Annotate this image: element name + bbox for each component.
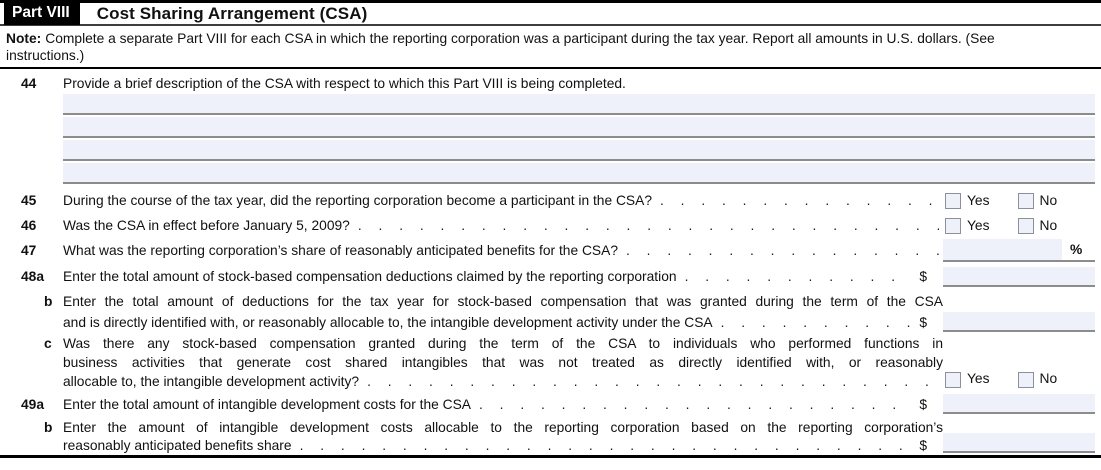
top-rule <box>0 0 1101 3</box>
dot-leader: . . . . . . . . . . . . . . . . . . . . … <box>626 243 939 258</box>
question-number: 46 <box>21 218 37 233</box>
q47-answer-area: % <box>943 239 1095 262</box>
q48c-no-checkbox[interactable] <box>1017 371 1034 388</box>
dot-leader: . . . . . . . . . . . . . . . . . . . . … <box>367 373 939 389</box>
q46-no-checkbox[interactable] <box>1017 217 1034 234</box>
question-45-row: 45 During the course of the tax year, di… <box>0 188 1095 213</box>
question-49b-text-line1: Enter the amount of intangible developme… <box>63 420 943 435</box>
question-49b-row: b Enter the amount of intangible develop… <box>0 417 1095 455</box>
question-number: b <box>44 294 53 309</box>
note-label: Note: <box>6 31 42 46</box>
question-48a-text: Enter the total amount of stock-based co… <box>63 269 677 284</box>
part-title: Cost Sharing Arrangement (CSA) <box>96 3 368 23</box>
question-48a-row: 48a Enter the total amount of stock-base… <box>0 263 1095 290</box>
q48c-no-label: No <box>1039 371 1058 387</box>
q46-no-label: No <box>1039 218 1058 233</box>
dot-leader: . . . . . . . . . . . . . . . . . . . . … <box>357 218 939 233</box>
csa-description-input-3[interactable] <box>63 140 1095 161</box>
question-number: 45 <box>21 193 37 208</box>
instruction-note: Note: Complete a separate Part VIII for e… <box>0 26 1101 69</box>
q45-no-checkbox[interactable] <box>1017 192 1034 209</box>
question-49a-row: 49a Enter the total amount of intangible… <box>0 391 1095 417</box>
question-48b-text-line2: and is directly identified with, or reas… <box>63 315 713 330</box>
question-48b-text-line1: Enter the total amount of deductions for… <box>63 294 943 309</box>
dot-leader: . . . . . . . . . . . . . . . . . . . . … <box>720 315 912 330</box>
question-47-text: What was the reporting corporation’s sha… <box>63 243 619 258</box>
dot-leader: . . . . . . . . . . . . . . . . . . . . … <box>299 438 912 453</box>
q49b-amount-input[interactable] <box>943 433 1095 453</box>
question-46-text: Was the CSA in effect before January 5, … <box>63 218 350 233</box>
q47-percent-input[interactable] <box>943 239 1062 260</box>
q45-yes-checkbox[interactable] <box>945 192 961 209</box>
question-45-text: During the course of the tax year, did t… <box>63 193 653 208</box>
csa-description-input-2[interactable] <box>63 117 1095 138</box>
q48b-amount-input[interactable] <box>943 312 1095 332</box>
part-header: Part VIII Cost Sharing Arrangement (CSA) <box>0 2 1101 26</box>
question-48c-text-line1: Was there any stock-based compensation g… <box>63 336 943 351</box>
dollar-sign: $ <box>919 315 927 330</box>
q45-yes-no-group: Yes No <box>943 192 1095 209</box>
dollar-sign: $ <box>919 269 927 284</box>
question-46-row: 46 Was the CSA in effect before January … <box>0 213 1095 238</box>
question-48c-row: c Was there any stock-based compensation… <box>0 334 1095 391</box>
question-48c-text-line2: business activities that generate cost s… <box>63 354 943 370</box>
q46-yes-label: Yes <box>967 218 990 233</box>
q45-yes-label: Yes <box>967 193 990 208</box>
q48a-amount-input[interactable] <box>943 266 1095 287</box>
part-number-badge: Part VIII <box>4 2 80 25</box>
q46-yes-checkbox[interactable] <box>945 217 961 234</box>
question-49a-text: Enter the total amount of intangible dev… <box>63 396 472 412</box>
question-number: c <box>44 336 52 351</box>
question-number: 48a <box>21 269 45 284</box>
question-number: 49a <box>21 396 45 412</box>
question-44-row: 44 Provide a brief description of the CS… <box>0 73 1095 94</box>
q48c-yes-label: Yes <box>967 371 990 387</box>
questions-area: 44 Provide a brief description of the CS… <box>0 73 1101 455</box>
question-number: 47 <box>21 243 37 258</box>
question-47-row: 47 What was the reporting corporation’s … <box>0 238 1095 263</box>
question-49b-text-line2: reasonably anticipated benefits share <box>63 438 292 453</box>
q45-no-label: No <box>1039 193 1058 208</box>
question-44-text: Provide a brief description of the CSA w… <box>63 76 626 91</box>
csa-description-input-1[interactable] <box>63 94 1095 115</box>
dollar-sign: $ <box>919 438 927 453</box>
q46-yes-no-group: Yes No <box>943 217 1095 234</box>
dot-leader: . . . . . . . . . . . . . . . . . . . . … <box>660 193 939 208</box>
note-text: Complete a separate Part VIII for each C… <box>6 31 995 63</box>
question-number: b <box>44 420 53 435</box>
q48c-yes-checkbox[interactable] <box>945 371 961 388</box>
q48c-yes-no-group: Yes No <box>943 370 1057 389</box>
dot-leader: . . . . . . . . . . . . . . . . . . . . … <box>684 269 912 284</box>
question-48c-text-line3: allocable to, the intangible development… <box>63 373 360 389</box>
dot-leader: . . . . . . . . . . . . . . . . . . . . … <box>479 396 911 412</box>
percent-sign: % <box>1070 242 1083 257</box>
q49a-amount-input[interactable] <box>943 394 1095 414</box>
csa-description-input-4[interactable] <box>63 163 1095 184</box>
section-bottom-rule <box>0 455 1101 458</box>
question-number: 44 <box>21 76 37 91</box>
question-48b-row: b Enter the total amount of deductions f… <box>0 290 1095 334</box>
dollar-sign: $ <box>919 396 927 412</box>
